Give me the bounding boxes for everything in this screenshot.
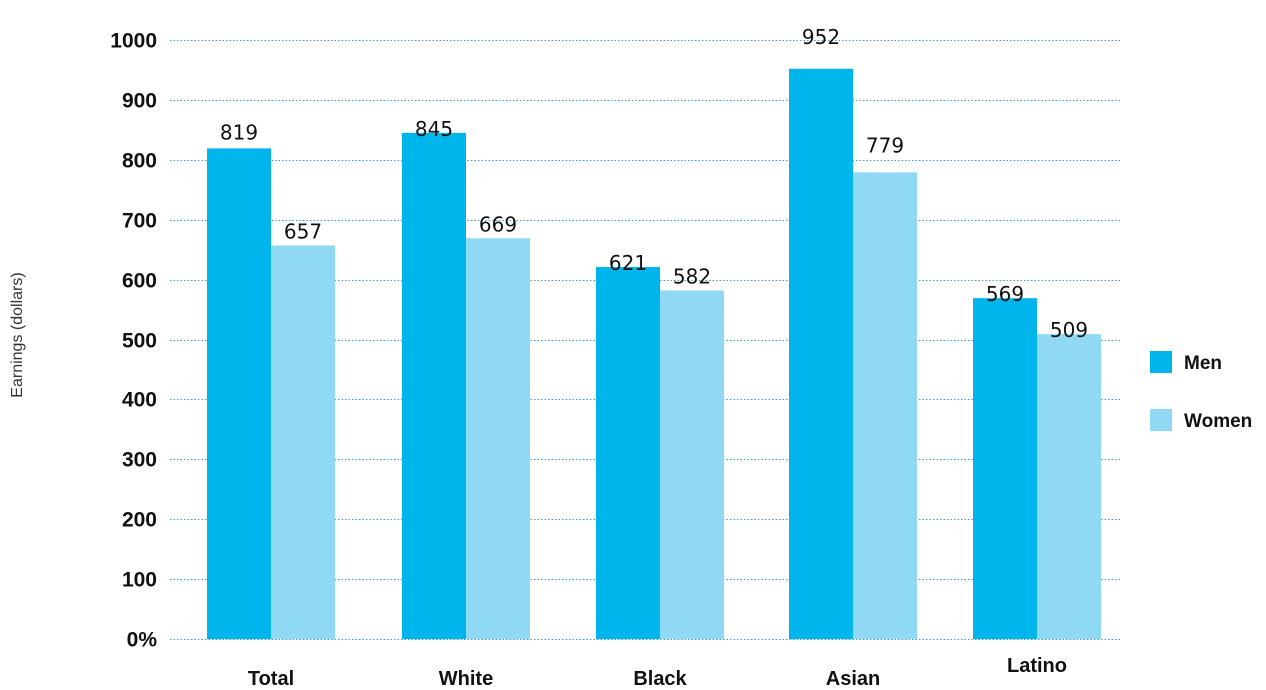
bars [207, 68, 1101, 640]
legend-swatch-women [1150, 409, 1172, 431]
y-tick-label: 300 [122, 449, 157, 472]
bar-women-black [660, 290, 724, 639]
bar-men-black [596, 267, 660, 639]
x-tick-label: Total [248, 668, 294, 690]
data-label: 819 [220, 120, 258, 144]
data-label: 779 [866, 133, 904, 157]
x-tick-label: Black [633, 668, 687, 690]
legend-label: Men [1184, 353, 1222, 374]
bar-men-asian [789, 68, 853, 639]
x-tick-label: Latino [1007, 655, 1067, 677]
y-tick-label: 200 [122, 509, 157, 532]
legend-label: Women [1184, 411, 1252, 432]
bar-women-white [466, 238, 530, 640]
y-tick-label: 1000 [110, 30, 157, 53]
data-labels: 819 657 845 669 621 582 952 779 569 509 [220, 25, 1088, 342]
x-tick-label: Asian [826, 668, 880, 690]
y-axis-label: Earnings (dollars) [9, 272, 26, 397]
data-label: 657 [284, 219, 322, 243]
y-axis-ticks: 0% 100 200 300 400 500 600 700 800 900 1000 [110, 30, 157, 652]
y-tick-label: 500 [122, 330, 157, 353]
x-tick-label: White [439, 668, 493, 690]
data-label: 845 [415, 117, 453, 141]
y-tick-label: 600 [122, 270, 157, 293]
y-tick-label: 100 [122, 569, 157, 592]
data-label: 952 [802, 25, 840, 49]
y-tick-label: 400 [122, 389, 157, 412]
legend-swatch-men [1150, 351, 1172, 373]
data-label: 669 [479, 212, 517, 236]
y-tick-label: 800 [122, 150, 157, 173]
data-label: 621 [609, 251, 647, 275]
y-tick-label: 900 [122, 90, 157, 113]
bar-men-latino [973, 298, 1037, 639]
bar-women-asian [853, 172, 917, 639]
bar-women-total [271, 245, 335, 639]
y-tick-label: 700 [122, 210, 157, 233]
y-tick-label: 0% [127, 629, 158, 652]
bar-men-total [207, 148, 271, 639]
bar-women-latino [1037, 334, 1101, 639]
data-label: 509 [1050, 318, 1088, 342]
bar-men-white [402, 132, 466, 639]
data-label: 582 [673, 264, 711, 288]
data-label: 569 [986, 282, 1024, 306]
legend: Men Women [1150, 351, 1252, 432]
x-axis-ticks: Total White Black Asian Latino [248, 655, 1067, 690]
